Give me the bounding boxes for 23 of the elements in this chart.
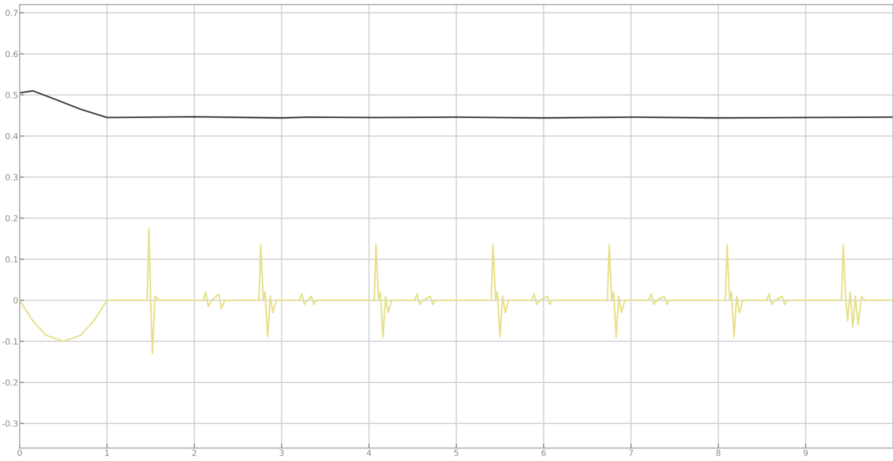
y-tick-label: -0.1 bbox=[2, 338, 18, 345]
y-tick-label: 0.7 bbox=[6, 10, 18, 16]
x-tick-label: 6 bbox=[542, 450, 546, 456]
y-tick-label: 0.1 bbox=[6, 256, 18, 262]
x-tick-label: 5 bbox=[454, 450, 458, 456]
line-series bbox=[20, 90, 893, 119]
x-tick-label: 0 bbox=[18, 450, 22, 456]
y-tick-label: -0.3 bbox=[2, 420, 18, 427]
x-tick-label: 8 bbox=[716, 450, 720, 456]
y-tick-label: 0.4 bbox=[6, 132, 18, 140]
x-tick-label: 7 bbox=[629, 450, 633, 456]
y-tick-label: 0.5 bbox=[6, 92, 18, 98]
x-tick-label: 3 bbox=[280, 450, 284, 456]
x-tick-label: 2 bbox=[192, 450, 196, 456]
y-tick-label: 0 bbox=[14, 297, 18, 304]
y-tick-label: 0.2 bbox=[6, 215, 18, 222]
y-tick-label: 0.3 bbox=[6, 174, 18, 180]
x-tick-label: 9 bbox=[804, 450, 808, 456]
x-tick-label: 1 bbox=[105, 450, 109, 456]
y-tick-label: 0.6 bbox=[6, 50, 18, 58]
line-series bbox=[20, 228, 893, 354]
x-tick-label: 4 bbox=[366, 450, 372, 456]
y-tick-label: -0.2 bbox=[2, 379, 18, 386]
